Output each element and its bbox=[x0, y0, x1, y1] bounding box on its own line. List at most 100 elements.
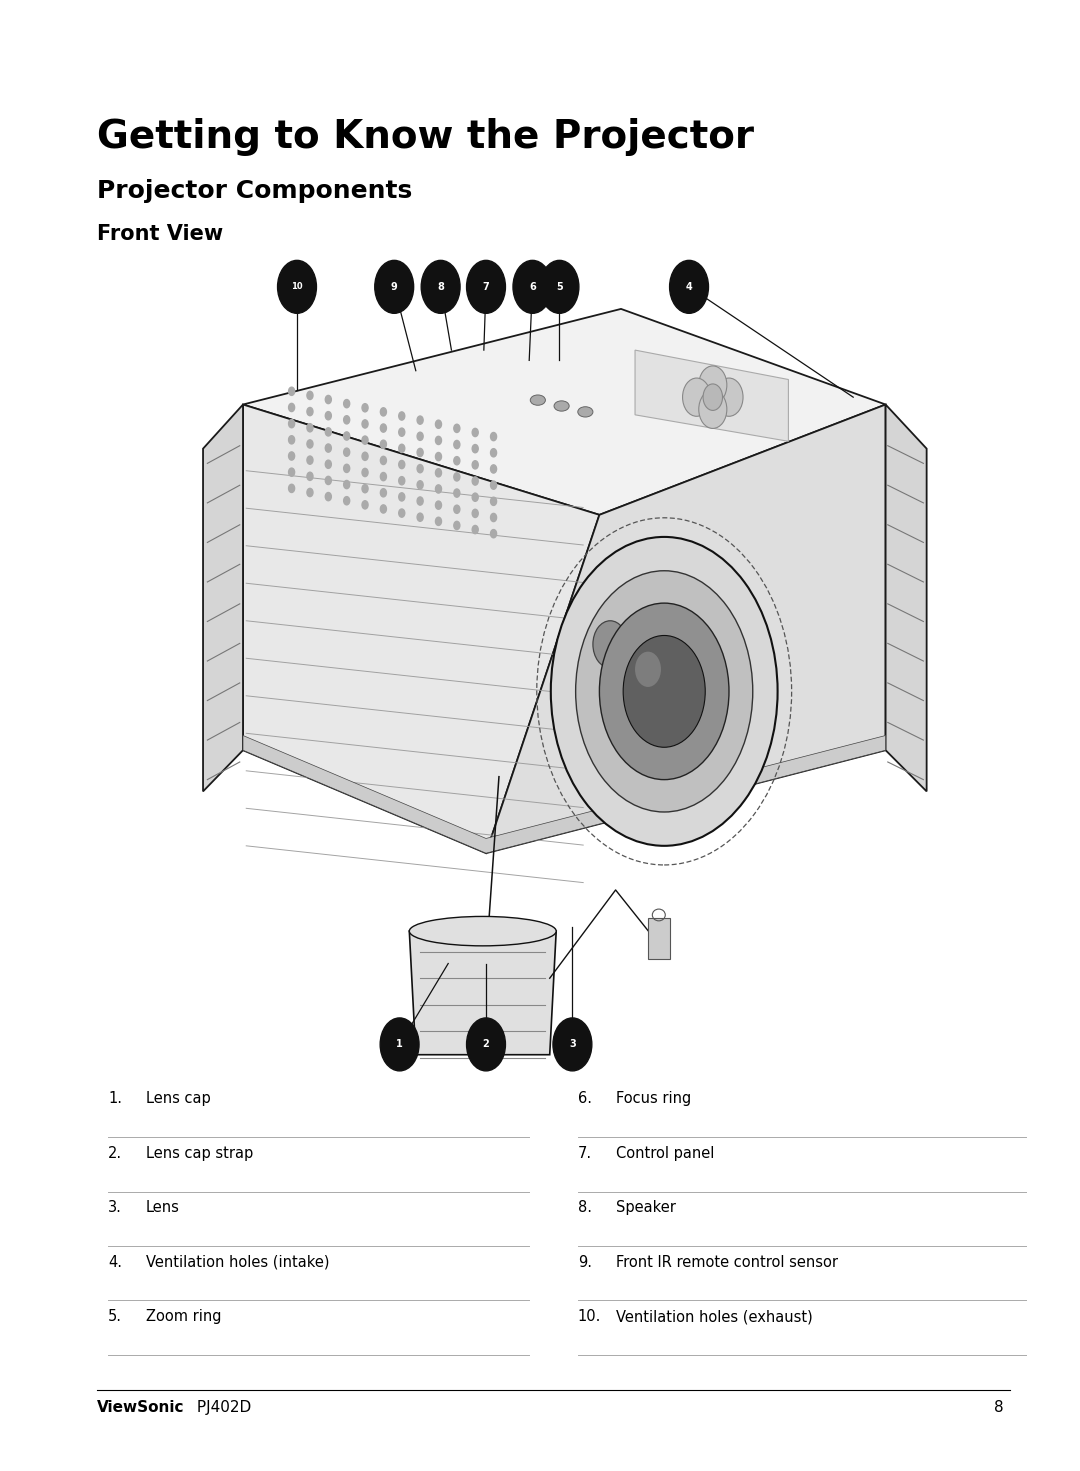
Polygon shape bbox=[243, 309, 886, 515]
Circle shape bbox=[490, 449, 497, 457]
Text: 4: 4 bbox=[686, 282, 692, 291]
Circle shape bbox=[435, 453, 442, 460]
Circle shape bbox=[288, 452, 295, 460]
Text: 10.: 10. bbox=[578, 1309, 602, 1324]
Circle shape bbox=[380, 472, 387, 481]
Polygon shape bbox=[409, 931, 556, 1055]
Circle shape bbox=[472, 428, 478, 437]
Circle shape bbox=[362, 452, 368, 460]
Circle shape bbox=[472, 493, 478, 502]
Circle shape bbox=[490, 513, 497, 522]
Circle shape bbox=[307, 472, 313, 481]
Polygon shape bbox=[635, 350, 788, 441]
Circle shape bbox=[472, 477, 478, 485]
Circle shape bbox=[399, 412, 405, 421]
Circle shape bbox=[490, 530, 497, 538]
Circle shape bbox=[421, 260, 460, 313]
Circle shape bbox=[288, 387, 295, 396]
Circle shape bbox=[599, 603, 729, 780]
Circle shape bbox=[703, 384, 723, 410]
Ellipse shape bbox=[409, 916, 556, 946]
Circle shape bbox=[325, 493, 332, 500]
Circle shape bbox=[472, 444, 478, 453]
Circle shape bbox=[307, 391, 313, 400]
Circle shape bbox=[288, 435, 295, 444]
Text: 9.: 9. bbox=[578, 1255, 592, 1269]
Text: 6: 6 bbox=[529, 282, 536, 291]
Text: Focus ring: Focus ring bbox=[616, 1091, 691, 1106]
Circle shape bbox=[435, 485, 442, 493]
Text: 7: 7 bbox=[483, 282, 489, 291]
Circle shape bbox=[375, 260, 414, 313]
Text: Getting to Know the Projector: Getting to Know the Projector bbox=[97, 118, 754, 156]
Text: 1: 1 bbox=[396, 1040, 403, 1049]
Text: 2.: 2. bbox=[108, 1146, 122, 1161]
Circle shape bbox=[362, 435, 368, 444]
Circle shape bbox=[325, 477, 332, 484]
Circle shape bbox=[343, 449, 350, 456]
Circle shape bbox=[472, 525, 478, 534]
Circle shape bbox=[540, 260, 579, 313]
Circle shape bbox=[380, 456, 387, 465]
Circle shape bbox=[380, 505, 387, 513]
Text: 3: 3 bbox=[569, 1040, 576, 1049]
Circle shape bbox=[635, 652, 661, 687]
Circle shape bbox=[417, 465, 423, 472]
Circle shape bbox=[472, 460, 478, 469]
Circle shape bbox=[362, 500, 368, 509]
Circle shape bbox=[307, 440, 313, 449]
Circle shape bbox=[362, 419, 368, 428]
Ellipse shape bbox=[578, 407, 593, 418]
Circle shape bbox=[399, 428, 405, 437]
Text: 2: 2 bbox=[483, 1040, 489, 1049]
Circle shape bbox=[307, 424, 313, 432]
Circle shape bbox=[417, 416, 423, 424]
Circle shape bbox=[399, 493, 405, 502]
Circle shape bbox=[513, 260, 552, 313]
Circle shape bbox=[683, 378, 711, 416]
Text: Front IR remote control sensor: Front IR remote control sensor bbox=[616, 1255, 838, 1269]
Circle shape bbox=[467, 1018, 505, 1071]
Circle shape bbox=[454, 440, 460, 449]
Circle shape bbox=[325, 444, 332, 452]
Polygon shape bbox=[243, 405, 599, 853]
Text: 7.: 7. bbox=[578, 1146, 592, 1161]
Polygon shape bbox=[486, 405, 886, 853]
Text: Speaker: Speaker bbox=[616, 1200, 675, 1215]
Circle shape bbox=[399, 477, 405, 485]
Circle shape bbox=[435, 518, 442, 525]
Circle shape bbox=[380, 407, 387, 416]
Ellipse shape bbox=[530, 394, 545, 406]
Circle shape bbox=[417, 513, 423, 521]
Circle shape bbox=[435, 502, 442, 509]
Polygon shape bbox=[203, 405, 243, 791]
Circle shape bbox=[490, 465, 497, 474]
Circle shape bbox=[454, 456, 460, 465]
Text: 1.: 1. bbox=[108, 1091, 122, 1106]
Circle shape bbox=[454, 488, 460, 497]
Circle shape bbox=[307, 488, 313, 497]
Circle shape bbox=[593, 621, 627, 668]
Circle shape bbox=[380, 424, 387, 432]
Circle shape bbox=[454, 505, 460, 513]
Text: 3.: 3. bbox=[108, 1200, 122, 1215]
Circle shape bbox=[623, 635, 705, 747]
Circle shape bbox=[343, 416, 350, 424]
Circle shape bbox=[454, 424, 460, 432]
Circle shape bbox=[553, 1018, 592, 1071]
Text: 6.: 6. bbox=[578, 1091, 592, 1106]
Text: Front View: Front View bbox=[97, 224, 224, 244]
Text: Ventilation holes (exhaust): Ventilation holes (exhaust) bbox=[616, 1309, 812, 1324]
Circle shape bbox=[490, 497, 497, 506]
Ellipse shape bbox=[554, 402, 569, 412]
Circle shape bbox=[670, 260, 708, 313]
Circle shape bbox=[435, 421, 442, 428]
Circle shape bbox=[467, 260, 505, 313]
Circle shape bbox=[362, 484, 368, 493]
Circle shape bbox=[362, 468, 368, 477]
Text: PJ402D: PJ402D bbox=[192, 1400, 252, 1415]
Circle shape bbox=[417, 481, 423, 488]
Circle shape bbox=[307, 407, 313, 416]
Circle shape bbox=[417, 497, 423, 505]
Circle shape bbox=[417, 449, 423, 456]
